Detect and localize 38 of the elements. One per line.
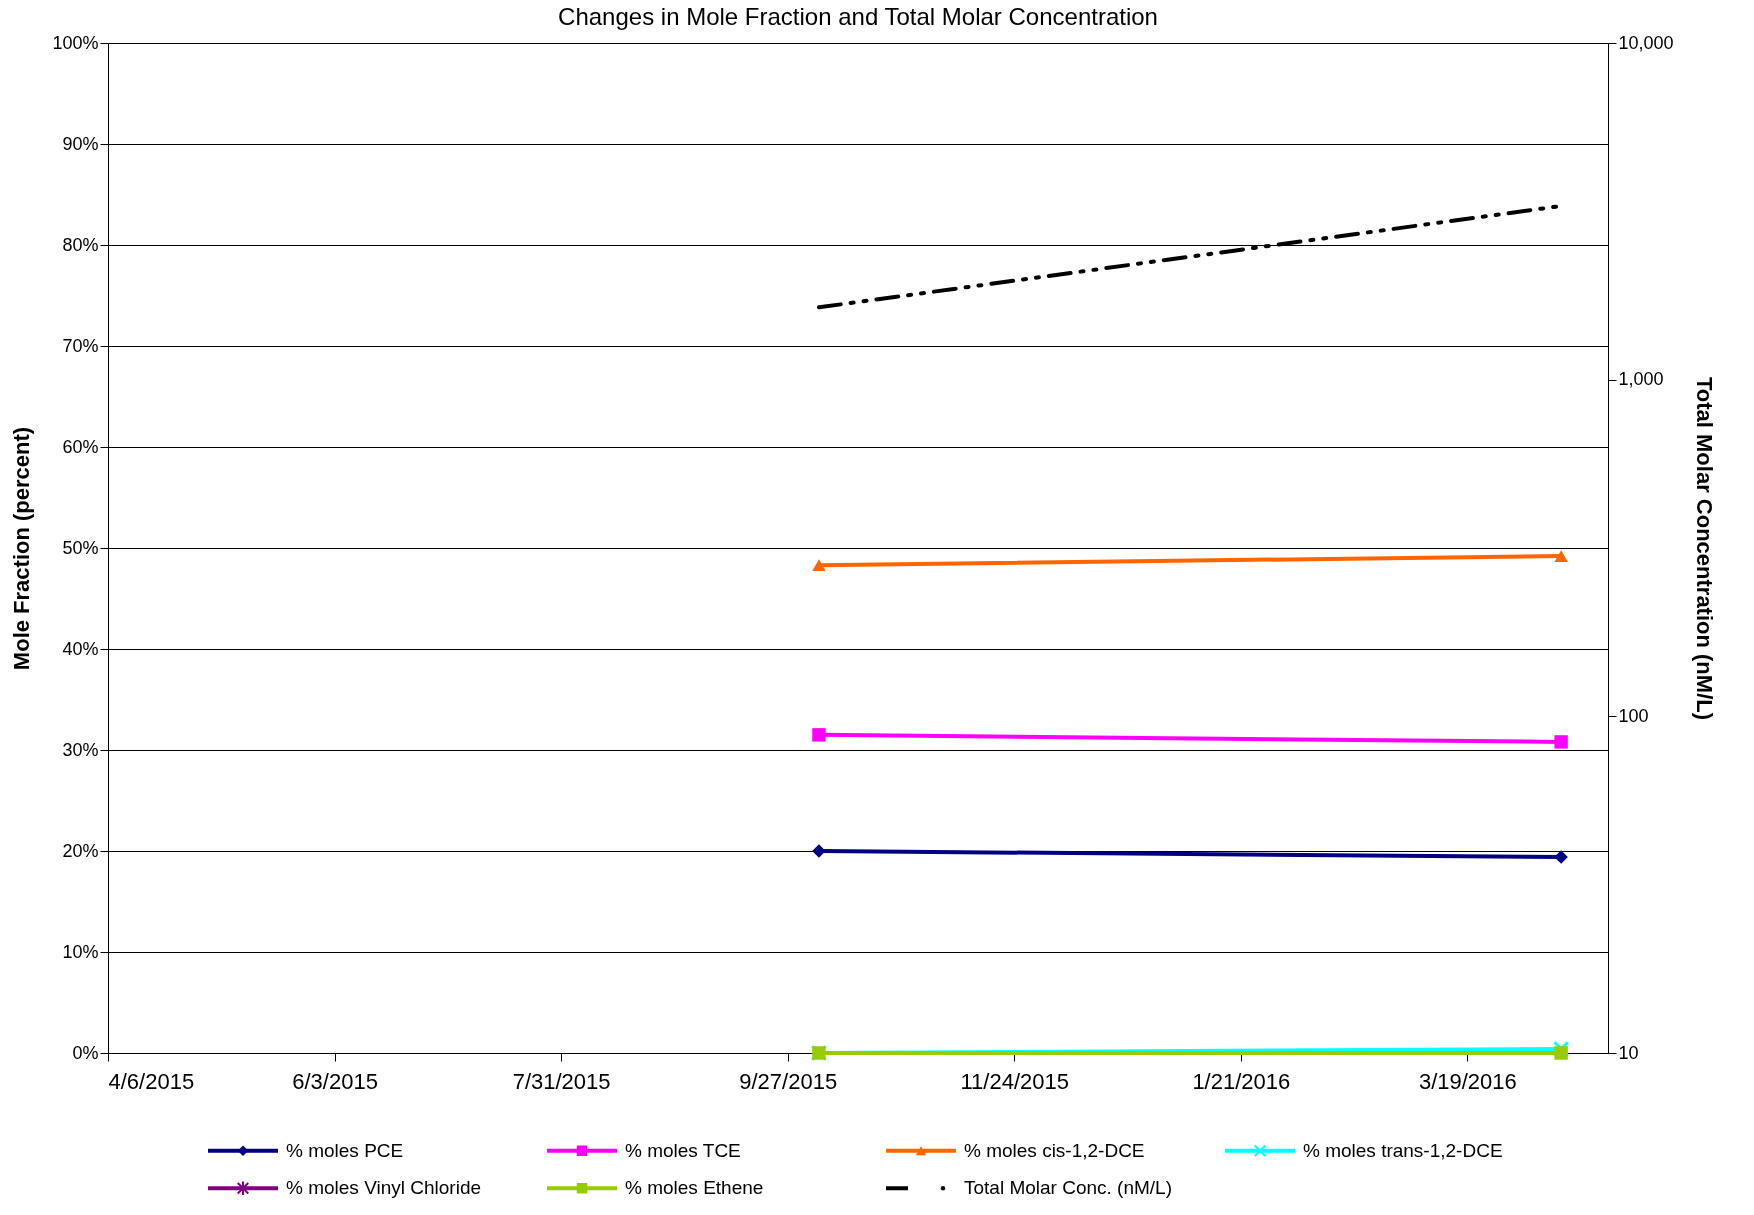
y-tick-label: 50% xyxy=(62,537,99,558)
legend-label: % moles TCE xyxy=(625,1139,741,1161)
y2-tick-label: 10 xyxy=(1618,1042,1639,1063)
x-tick-label: 7/31/2015 xyxy=(512,1068,611,1094)
y-tick-label: 10% xyxy=(62,941,99,962)
y-tick-label: 90% xyxy=(62,133,99,154)
point xyxy=(1554,850,1568,864)
legend-label: % moles Vinyl Chloride xyxy=(286,1177,482,1199)
x-tick-label: 4/6/2015 xyxy=(108,1068,195,1094)
legend-label: % moles cis-1,2-DCE xyxy=(964,1139,1145,1161)
x-tick-label: 3/19/2016 xyxy=(1418,1068,1517,1094)
x-tick-label: 1/21/2016 xyxy=(1192,1068,1291,1094)
chart-title: Changes in Mole Fraction and Total Molar Concentration xyxy=(558,3,1158,30)
point xyxy=(812,728,826,742)
legend-label: Total Molar Conc. (nM/L) xyxy=(964,1177,1173,1199)
y-tick-label: 70% xyxy=(62,335,99,356)
y-axis-title: Mole Fraction (percent) xyxy=(9,426,35,671)
y2-axis-title: Total Molar Concentration (nM/L) xyxy=(1691,376,1717,721)
point xyxy=(1554,1046,1568,1060)
y-tick-label: 60% xyxy=(62,436,99,457)
x-tick-label: 6/3/2015 xyxy=(292,1068,378,1094)
legend-label: % moles PCE xyxy=(286,1139,404,1161)
y-tick-label: 20% xyxy=(62,840,99,861)
y2-tick-label: 100 xyxy=(1618,705,1649,726)
y-tick-label: 100% xyxy=(52,32,99,53)
y2-tick-label: 10,000 xyxy=(1618,32,1674,53)
y-tick-label: 30% xyxy=(62,739,99,760)
y-tick-label: 0% xyxy=(72,1042,99,1063)
x-tick-label: 11/24/2015 xyxy=(960,1068,1069,1094)
legend-label: % moles trans-1,2-DCE xyxy=(1303,1139,1503,1161)
y-tick-label: 80% xyxy=(62,234,99,255)
point xyxy=(1554,735,1568,749)
y2-tick-label: 1,000 xyxy=(1618,369,1664,390)
x-tick-label: 9/27/2015 xyxy=(739,1068,838,1094)
point xyxy=(812,844,826,858)
legend-label: % moles Ethene xyxy=(625,1177,764,1199)
y-tick-label: 40% xyxy=(62,638,99,659)
point xyxy=(1552,1040,1570,1058)
